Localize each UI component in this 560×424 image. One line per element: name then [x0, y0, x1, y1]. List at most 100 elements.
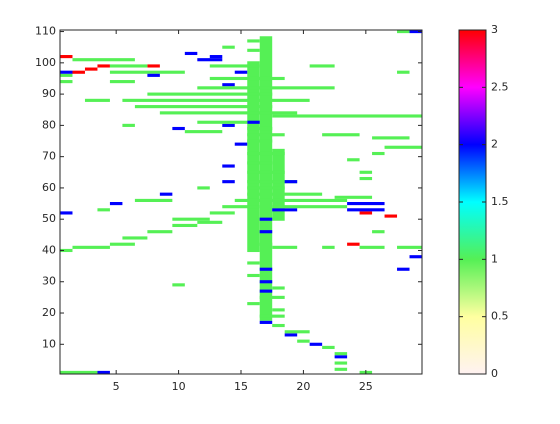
heat-cell: [60, 70, 73, 74]
heat-cell: [72, 70, 85, 74]
heat-cell: [334, 355, 348, 359]
heat-cell: [334, 367, 348, 371]
heat-cell: [247, 302, 260, 306]
heat-cell: [147, 73, 160, 77]
heat-cell: [359, 170, 373, 174]
heat-cell: [397, 245, 422, 249]
heat-cell: [60, 73, 73, 77]
heat-cell: [122, 98, 310, 102]
heat-cell: [209, 55, 223, 59]
heat-cell: [409, 255, 422, 259]
heat-cell: [109, 80, 135, 84]
heat-cell: [384, 214, 398, 218]
heat-cell: [272, 114, 422, 118]
heat-cell: [222, 83, 235, 87]
heat-cell: [309, 64, 335, 68]
heat-cell: [272, 148, 285, 221]
x-tick-label: 10: [172, 380, 186, 393]
heat-cell: [234, 198, 348, 202]
heat-cell: [247, 180, 298, 184]
heat-cell: [409, 30, 422, 34]
heat-cell: [159, 192, 173, 196]
heat-cell: [347, 202, 385, 206]
heat-cell: [60, 211, 73, 215]
heat-cell: [247, 39, 260, 43]
y-tick-label: 50: [42, 212, 56, 225]
x-tick-label: 5: [113, 380, 120, 393]
heat-cell: [384, 145, 422, 149]
heat-cell: [172, 126, 185, 131]
heat-cell: [259, 289, 273, 293]
heat-cell: [197, 220, 223, 224]
heat-cell: [397, 30, 410, 34]
x-tick-label: 15: [234, 380, 248, 393]
colorbar-tick-label: 3: [491, 23, 498, 36]
heat-cell: [60, 80, 73, 84]
y-tick-label: 20: [42, 306, 56, 319]
heat-cell: [172, 217, 210, 221]
heat-cell: [259, 242, 273, 246]
heat-cell: [222, 123, 235, 127]
heat-cell: [334, 361, 348, 365]
heat-cell: [72, 58, 135, 62]
heat-cell: [372, 151, 385, 156]
heat-cell: [234, 70, 248, 74]
heat-cell: [247, 186, 285, 190]
heat-cell: [322, 245, 335, 249]
colorbar-tick-label: 2.5: [491, 80, 509, 93]
heat-cell: [309, 342, 323, 346]
heat-cell: [60, 55, 73, 59]
heat-cell: [247, 273, 260, 278]
heat-cell: [60, 370, 98, 374]
heat-cell: [347, 208, 385, 212]
x-tick-label: 20: [296, 380, 310, 393]
heat-cell: [359, 176, 373, 181]
heat-cell: [397, 70, 410, 74]
heat-cell: [172, 283, 185, 287]
heat-cell: [272, 286, 285, 290]
heat-cell: [72, 245, 110, 249]
y-tick-label: 40: [42, 243, 56, 256]
heat-cell: [222, 45, 235, 49]
heat-cell: [222, 180, 235, 184]
heat-cell: [272, 323, 285, 328]
heat-cell: [334, 352, 348, 356]
heat-cell: [234, 142, 248, 146]
y-tick-label: 10: [42, 337, 56, 350]
heat-cell: [272, 205, 348, 209]
heat-cell: [247, 151, 285, 156]
heat-cell: [284, 330, 310, 334]
heat-cell: [359, 245, 385, 249]
heat-cell: [259, 314, 285, 318]
heat-cell: [322, 345, 335, 349]
y-tick-label: 60: [42, 181, 56, 194]
heat-cell: [272, 208, 298, 212]
heat-cell: [247, 161, 273, 165]
y-tick-label: 100: [35, 56, 56, 69]
heat-cell: [372, 136, 410, 140]
heat-cell: [284, 180, 298, 184]
heat-cell: [247, 61, 260, 253]
heat-cell: [209, 64, 260, 68]
colorbar-tick-label: 0: [491, 367, 498, 380]
heat-cell: [147, 92, 273, 96]
heat-cell: [222, 205, 260, 209]
heat-cell: [109, 64, 148, 68]
heat-cell: [247, 48, 260, 52]
heat-cell: [322, 133, 360, 137]
heat-cell: [109, 242, 135, 246]
heat-cell: [134, 105, 273, 109]
heat-cell: [209, 76, 285, 81]
heat-cell: [272, 308, 285, 312]
heat-cell: [84, 98, 110, 102]
heat-cell: [184, 130, 223, 134]
colorbar-tick-label: 2: [491, 138, 498, 151]
heat-cell: [347, 158, 360, 162]
y-tick-label: 90: [42, 87, 56, 100]
heat-cell: [247, 192, 323, 196]
heat-cell: [172, 223, 198, 228]
heat-cell: [259, 267, 273, 271]
y-tick-label: 30: [42, 275, 56, 288]
heat-cell: [209, 211, 235, 215]
